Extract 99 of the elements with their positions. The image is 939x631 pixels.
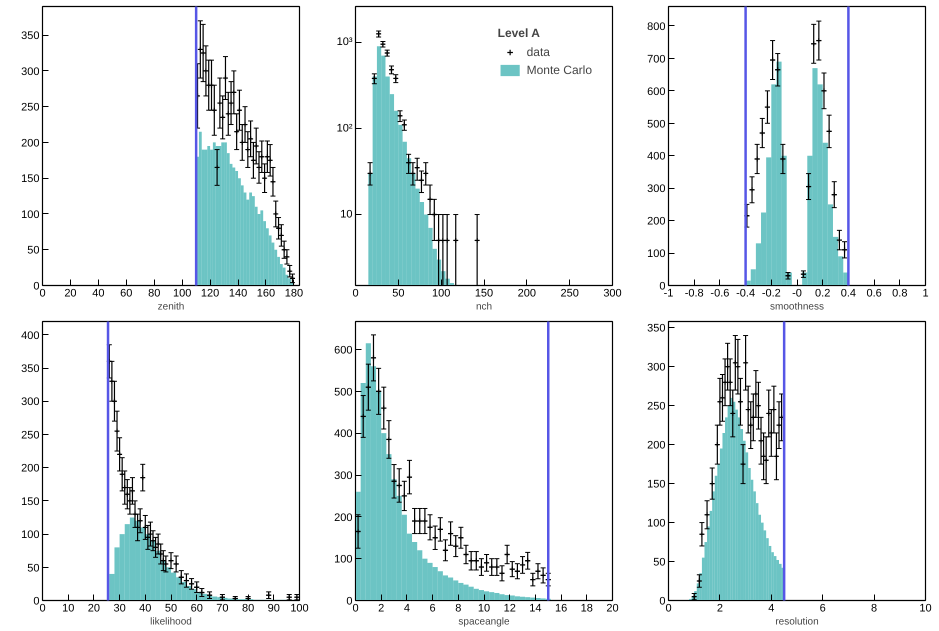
y-tick-label: 250: [21, 429, 40, 442]
x-tick-label: 6: [820, 602, 826, 614]
x-axis-title: spaceangle: [458, 616, 510, 628]
y-tick-label: 600: [647, 86, 666, 98]
x-tick-label: 10: [62, 602, 74, 614]
x-tick-label: 100: [172, 288, 192, 300]
y-tick-label: 300: [21, 66, 40, 78]
y-tick-label: 800: [647, 20, 666, 33]
x-axis-title: zenith: [158, 302, 184, 312]
y-tick-label: 100: [334, 554, 353, 566]
x-tick-label: 10: [478, 602, 490, 614]
y-tick-label: 300: [647, 362, 666, 374]
x-tick-label: 50: [392, 288, 404, 300]
x-tick-label: 70: [216, 602, 229, 614]
x-tick-label: 10: [919, 602, 932, 614]
x-tick-label: 160: [256, 288, 276, 300]
x-tick-label: 8: [455, 602, 462, 614]
y-tick-label: 500: [334, 386, 353, 398]
x-axis-title: likelihood: [150, 616, 192, 628]
y-tick-label: 250: [647, 400, 666, 413]
y-tick-label: 200: [334, 512, 353, 524]
x-tick-label: 40: [139, 602, 152, 614]
y-tick-label: 350: [21, 363, 40, 375]
x-tick-label: 180: [284, 288, 304, 300]
y-tick-label: 400: [334, 428, 353, 440]
x-tick-label: 16: [554, 602, 568, 614]
y-tick-label: 250: [21, 102, 40, 114]
x-tick-label: 250: [560, 288, 579, 300]
x-tick-label: -0.6: [710, 288, 730, 300]
x-tick-label: 18: [580, 602, 593, 614]
x-tick-label: 0.2: [815, 288, 830, 300]
x-tick-label: 140: [228, 288, 248, 300]
x-tick-label: 30: [113, 602, 126, 614]
x-tick-label: 100: [290, 602, 309, 614]
x-tick-label: 20: [64, 288, 77, 300]
y-tick-label: 150: [21, 496, 40, 508]
y-tick-label: 150: [647, 478, 666, 491]
y-tick-label: 10: [340, 208, 353, 221]
x-tick-label: -0: [792, 288, 802, 300]
x-tick-label: -0.2: [762, 288, 781, 300]
y-tick-label: 150: [21, 173, 40, 186]
x-tick-label: 0.6: [866, 288, 882, 300]
x-tick-label: 80: [242, 602, 254, 614]
legend-label: Monte Carlo: [526, 63, 592, 77]
x-tick-label: 300: [603, 288, 622, 300]
x-tick-label: 2: [378, 602, 384, 614]
x-tick-label: 0.4: [840, 288, 856, 300]
y-tick-label: 300: [334, 470, 353, 482]
y-tick-label: 100: [21, 208, 40, 221]
y-tick-label: 300: [647, 183, 666, 196]
x-tick-label: 8: [871, 602, 878, 614]
y-tick-label: 300: [21, 396, 40, 408]
x-tick-label: 2: [716, 602, 723, 614]
y-tick-label: 100: [21, 529, 40, 542]
legend-title: Level A: [498, 26, 541, 40]
x-tick-label: 90: [268, 602, 280, 614]
x-tick-label: 20: [88, 602, 100, 614]
x-axis-title: smoothness: [770, 302, 824, 312]
y-tick-label: 10²: [336, 122, 353, 134]
x-tick-label: 4: [768, 602, 774, 614]
x-tick-label: 50: [164, 602, 178, 614]
y-tick-label: 600: [334, 344, 353, 357]
x-tick-label: 60: [190, 602, 203, 614]
y-tick-label: 50: [27, 562, 40, 574]
x-tick-label: -0.4: [736, 288, 756, 300]
y-tick-label: 200: [21, 462, 40, 475]
x-tick-label: 120: [200, 288, 220, 300]
y-tick-label: 200: [647, 440, 666, 452]
y-tick-label: 700: [647, 53, 666, 66]
x-axis-title: resolution: [775, 616, 819, 628]
y-tick-label: 350: [647, 322, 666, 335]
y-tick-label: 50: [27, 244, 40, 257]
x-tick-label: 6: [430, 602, 436, 614]
y-tick-label: 10³: [336, 36, 353, 48]
x-tick-label: 60: [120, 288, 132, 300]
x-tick-label: 0.8: [892, 288, 908, 300]
x-tick-label: 20: [606, 602, 619, 614]
x-tick-label: -0.8: [684, 288, 704, 300]
y-tick-label: 200: [647, 216, 666, 228]
x-tick-label: 4: [404, 602, 410, 614]
y-tick-label: 100: [647, 248, 666, 260]
y-tick-label: 350: [21, 30, 40, 42]
x-tick-label: 100: [432, 288, 450, 300]
y-tick-label: 500: [647, 118, 666, 130]
y-tick-label: 400: [21, 330, 40, 342]
y-tick-label: 50: [653, 556, 666, 569]
x-axis-title: nch: [476, 302, 492, 312]
x-tick-label: 12: [504, 602, 516, 614]
x-tick-label: 150: [474, 288, 494, 300]
y-tick-label: 100: [647, 518, 666, 530]
x-tick-label: 14: [529, 602, 542, 614]
x-tick-label: 40: [92, 288, 104, 300]
x-tick-label: 1: [922, 288, 929, 300]
y-tick-label: 200: [21, 137, 40, 150]
y-tick-label: 400: [647, 150, 666, 163]
x-tick-label: 80: [148, 288, 160, 300]
legend-label: data: [526, 45, 550, 59]
x-tick-label: 200: [518, 288, 536, 300]
x-tick-label: -1: [664, 288, 674, 300]
